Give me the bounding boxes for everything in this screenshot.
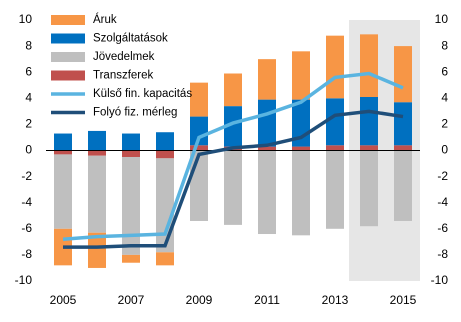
bar <box>394 150 412 221</box>
y-tick-label: 6 <box>25 64 32 78</box>
legend-swatch <box>51 15 85 25</box>
legend-swatch <box>51 52 85 62</box>
bar <box>54 154 72 229</box>
y-tick-label: 8 <box>25 38 32 52</box>
bar <box>326 150 344 229</box>
bar <box>122 133 140 151</box>
bar <box>190 150 208 221</box>
x-tick-label: 2007 <box>118 293 145 307</box>
y2-tick-label: 8 <box>441 38 448 52</box>
bar <box>88 130 106 151</box>
bar <box>190 82 208 117</box>
bar <box>122 150 140 158</box>
y-tick-label: 2 <box>25 117 32 131</box>
legend-label: Folyó fiz. mérleg <box>93 107 177 119</box>
bar <box>156 158 174 253</box>
bar <box>326 35 344 99</box>
bar <box>292 146 310 151</box>
y-tick-label: 10 <box>19 12 33 26</box>
x-tick-label: 2009 <box>186 293 213 307</box>
bar <box>292 51 310 100</box>
bar <box>258 146 276 151</box>
y2-tick-label: -6 <box>437 221 448 235</box>
legend-label: Jövedelmek <box>93 51 155 63</box>
y2-tick-label: 0 <box>441 143 448 157</box>
bar <box>224 150 242 225</box>
legend-swatch <box>51 33 85 44</box>
x-tick-label: 2013 <box>322 293 349 307</box>
y-tick-label: 0 <box>25 143 32 157</box>
y-tick-label: -2 <box>21 169 32 183</box>
y2-tick-label: 2 <box>441 117 448 131</box>
x-tick-label: 2011 <box>254 293 280 307</box>
y-tick-label: -4 <box>21 195 32 209</box>
bar <box>292 150 310 236</box>
bar <box>224 106 242 147</box>
y2-tick-label: -8 <box>437 247 448 261</box>
bar <box>156 132 174 151</box>
y2-tick-label: 6 <box>441 64 448 78</box>
bar <box>122 157 140 255</box>
bar <box>258 59 276 100</box>
legend-label: Áruk <box>93 13 117 26</box>
y-tick-label: -8 <box>21 247 32 261</box>
bar <box>88 150 106 156</box>
legend-label: Szolgáltatások <box>93 33 168 45</box>
bar <box>394 102 412 146</box>
y2-tick-label: -4 <box>437 195 448 209</box>
y2-tick-label: 4 <box>441 90 448 104</box>
legend-label: Transzferek <box>93 70 154 82</box>
bar <box>156 252 174 266</box>
bar <box>258 99 276 147</box>
bar <box>54 133 72 151</box>
bar <box>360 96 378 146</box>
y-tick-label: 4 <box>25 90 32 104</box>
line <box>62 71 404 241</box>
bar <box>224 73 242 107</box>
y2-tick-label: -10 <box>431 273 449 287</box>
bar <box>394 145 412 151</box>
line <box>63 109 404 249</box>
bar <box>54 150 72 155</box>
x-tick-label: 2015 <box>390 293 417 307</box>
legend-label: Külső fin. kapacitás <box>93 88 192 100</box>
bar <box>258 150 276 235</box>
bar <box>360 145 378 151</box>
bar <box>88 232 106 268</box>
bar <box>190 145 208 151</box>
bar <box>122 254 140 263</box>
bar <box>360 150 378 227</box>
bar <box>326 98 344 146</box>
bar <box>326 145 344 151</box>
legend-swatch <box>51 70 85 81</box>
bar <box>156 150 174 159</box>
bar <box>88 155 106 233</box>
y2-tick-label: -2 <box>437 169 448 183</box>
bar <box>394 46 412 103</box>
y-tick-label: -6 <box>21 221 32 235</box>
bar <box>190 116 208 146</box>
bar <box>360 34 378 97</box>
y2-tick-label: 10 <box>435 12 449 26</box>
x-tick-label: 2005 <box>50 293 77 307</box>
y-tick-label: -10 <box>15 273 33 287</box>
